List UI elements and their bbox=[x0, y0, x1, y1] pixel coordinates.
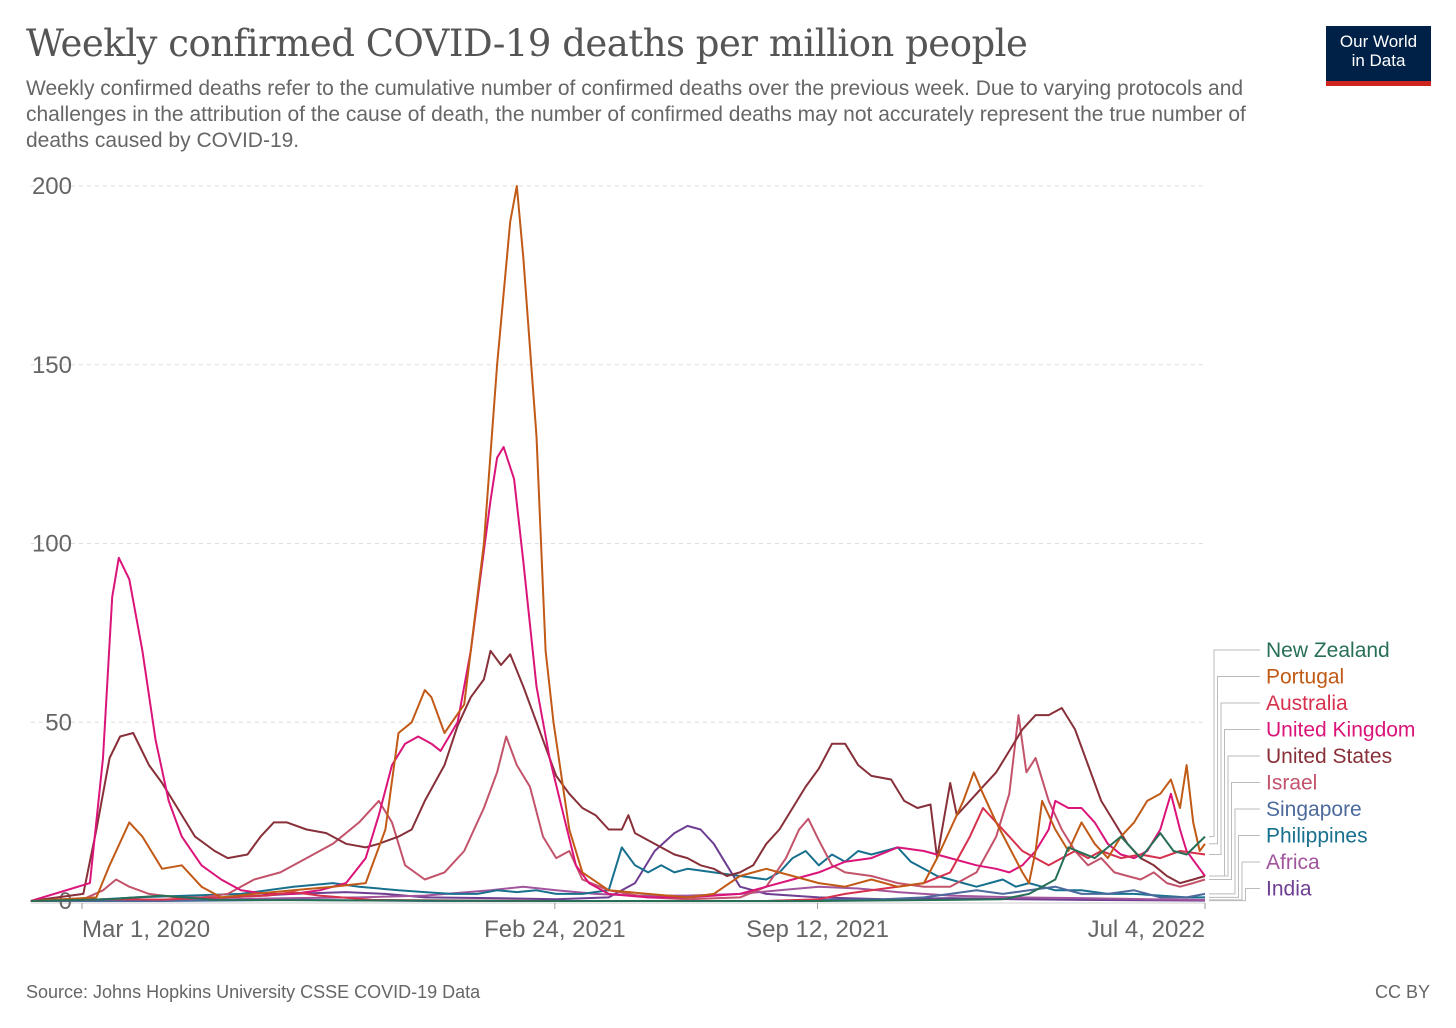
legend: New Zealand Portugal Australia United Kingd… bbox=[1209, 639, 1415, 902]
y-tick-label: 200 bbox=[32, 173, 72, 200]
legend-connector bbox=[1209, 808, 1260, 895]
series-line-australia[interactable] bbox=[30, 807, 1206, 902]
x-tick-label: Sep 12, 2021 bbox=[746, 916, 889, 943]
legend-label-philippines[interactable]: Philippines bbox=[1266, 825, 1368, 848]
x-axis: Mar 1, 2020 Feb 24, 2021 Sep 12, 2021 Jul 4… bbox=[81, 903, 1206, 943]
chart-subtitle: Weekly confirmed deaths refer to the cum… bbox=[26, 77, 1246, 152]
gridlines bbox=[30, 185, 1205, 904]
legend-label-israel[interactable]: Israel bbox=[1266, 772, 1317, 795]
series-line-israel[interactable] bbox=[30, 714, 1206, 902]
legend-label-portugal[interactable]: Portugal bbox=[1266, 666, 1344, 689]
legend-connector bbox=[1209, 649, 1260, 838]
series-line-united-states[interactable] bbox=[30, 649, 1206, 902]
x-tick-label: Jul 4, 2022 bbox=[1088, 916, 1205, 943]
legend-connector bbox=[1209, 835, 1260, 898]
legend-label-united-states[interactable]: United States bbox=[1266, 745, 1392, 768]
owid-logo[interactable]: Our World in Data bbox=[1326, 26, 1431, 86]
legend-connector bbox=[1209, 861, 1260, 901]
source-note[interactable]: Source: Johns Hopkins University CSSE CO… bbox=[26, 982, 481, 1002]
series-line-india[interactable] bbox=[30, 824, 1206, 902]
legend-connector bbox=[1209, 702, 1260, 855]
x-tick-label: Feb 24, 2021 bbox=[484, 916, 625, 943]
license-link[interactable]: CC BY bbox=[1374, 982, 1430, 1002]
y-tick-label: 50 bbox=[45, 709, 72, 736]
legend-connector bbox=[1209, 676, 1260, 845]
y-tick-label: 100 bbox=[32, 531, 72, 558]
logo-line-2: in Data bbox=[1351, 51, 1406, 70]
logo-line-1: Our World bbox=[1339, 32, 1418, 51]
legend-connector bbox=[1209, 888, 1260, 902]
series-lines bbox=[30, 185, 1206, 902]
series-line-united-kingdom[interactable] bbox=[30, 446, 1206, 902]
legend-label-india[interactable]: India bbox=[1266, 878, 1312, 901]
chart-title: Weekly confirmed COVID-19 deaths per mil… bbox=[26, 22, 1028, 65]
legend-label-new-zealand[interactable]: New Zealand bbox=[1266, 639, 1390, 662]
x-tick-label: Mar 1, 2020 bbox=[82, 916, 210, 943]
legend-label-australia[interactable]: Australia bbox=[1266, 692, 1348, 715]
series-line-new-zealand[interactable] bbox=[30, 832, 1206, 902]
series-line-portugal[interactable] bbox=[30, 185, 1206, 902]
legend-connector bbox=[1209, 782, 1260, 880]
legend-label-united-kingdom[interactable]: United Kingdom bbox=[1266, 719, 1415, 742]
legend-connector bbox=[1209, 755, 1260, 877]
legend-label-singapore[interactable]: Singapore bbox=[1266, 798, 1362, 821]
legend-label-africa[interactable]: Africa bbox=[1266, 851, 1320, 874]
y-tick-label: 150 bbox=[32, 352, 72, 379]
